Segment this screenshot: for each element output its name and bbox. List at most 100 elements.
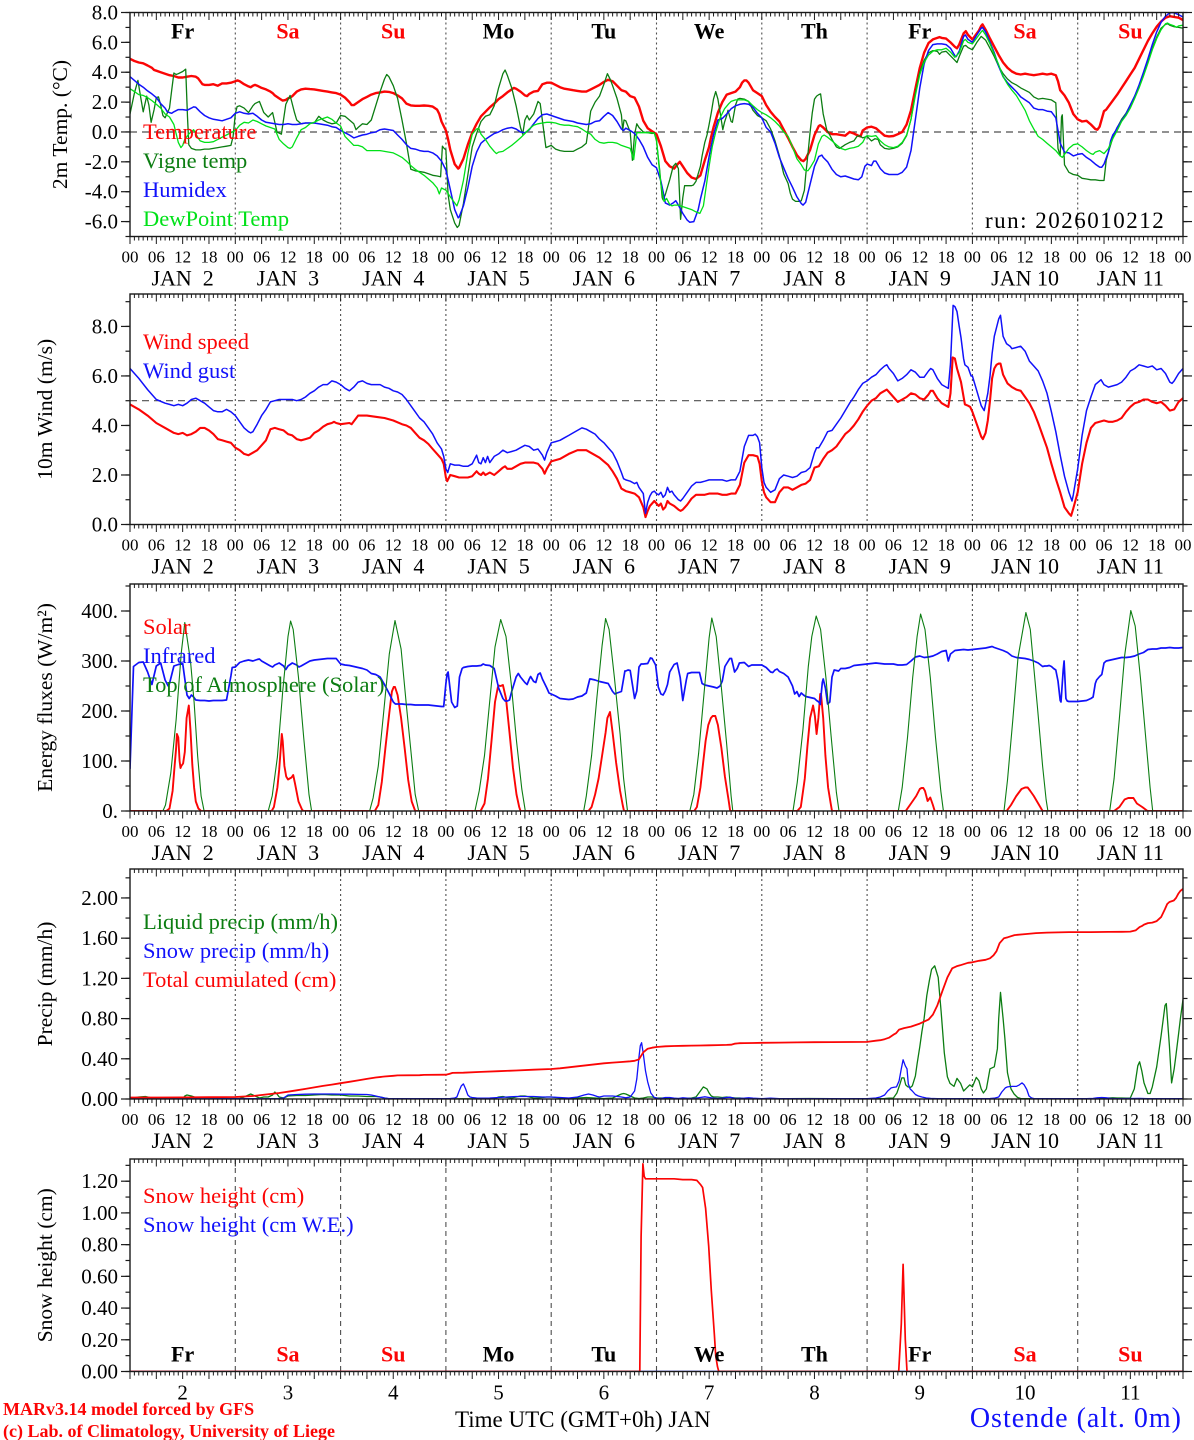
hour-tick-label: 18 [727, 248, 744, 267]
hour-tick-label: 18 [306, 248, 323, 267]
hour-tick-label: 12 [385, 1110, 402, 1129]
hour-tick-label: 06 [1096, 248, 1113, 267]
hour-tick-label: 12 [174, 1110, 191, 1129]
day-label: JAN 8 [783, 840, 845, 865]
day-label: JAN 4 [362, 554, 424, 579]
hour-tick-label: 00 [859, 536, 876, 555]
hour-tick-label: 06 [674, 822, 691, 841]
hour-tick-label: 06 [148, 822, 165, 841]
hour-tick-label: 18 [832, 822, 849, 841]
hour-tick-label: 00 [1069, 822, 1086, 841]
hour-tick-label: 18 [727, 1110, 744, 1129]
weekday-label: Fr [908, 19, 931, 44]
hour-tick-label: 06 [253, 248, 270, 267]
day-label: JAN 5 [467, 840, 529, 865]
legend-snow-height-cm-w-e-: Snow height (cm W.E.) [143, 1212, 354, 1237]
hour-tick-label: 00 [648, 536, 665, 555]
hour-tick-label: 06 [780, 248, 797, 267]
day-label: JAN 2 [151, 1128, 213, 1153]
weekday-label: Fr [171, 1342, 194, 1367]
y-tick-label: -6.0 [85, 210, 118, 234]
day-label: JAN 11 [1097, 1128, 1164, 1153]
hour-tick-label: 18 [411, 536, 428, 555]
legend-humidex: Humidex [143, 177, 227, 202]
legend-top-of-atmosphere-solar-: Top of Atmosphere (Solar) [143, 672, 385, 697]
day-label: JAN 7 [678, 266, 740, 291]
hour-tick-label: 06 [253, 536, 270, 555]
hour-tick-label: 00 [1069, 1110, 1086, 1129]
hour-tick-label: 12 [595, 822, 612, 841]
hour-tick-label: 00 [332, 248, 349, 267]
hour-tick-label: 06 [885, 1110, 902, 1129]
hour-tick-label: 18 [306, 536, 323, 555]
weekday-label: Fr [171, 19, 194, 44]
hour-tick-label: 06 [674, 1110, 691, 1129]
weekday-label: Su [381, 1342, 405, 1367]
hour-tick-label: 06 [569, 822, 586, 841]
panel-3: 0.00 0.40 0.80 1.20 1.60 2.00 00 06 12 18 00 06 12 18… [33, 868, 1192, 1153]
y-tick-label: 400. [81, 599, 118, 623]
hour-tick-label: 00 [437, 248, 454, 267]
hour-tick-label: 12 [490, 1110, 507, 1129]
hour-tick-label: 18 [200, 536, 217, 555]
day-label: JAN 8 [783, 554, 845, 579]
y-tick-label: 2.0 [92, 463, 118, 487]
weekday-label: Mo [483, 1342, 515, 1367]
hour-tick-label: 12 [385, 248, 402, 267]
hour-tick-label: 00 [753, 248, 770, 267]
hour-tick-label: 12 [490, 248, 507, 267]
hour-tick-label: 06 [358, 536, 375, 555]
y-tick-label: 8.0 [92, 314, 118, 338]
y-tick-label: 2.00 [81, 886, 118, 910]
hour-tick-label: 12 [1017, 248, 1034, 267]
hour-tick-label: 18 [1043, 248, 1060, 267]
hour-tick-label: 18 [200, 822, 217, 841]
hour-tick-label: 00 [1175, 248, 1192, 267]
hour-tick-label: 18 [832, 1110, 849, 1129]
y-tick-label: 0.40 [81, 1296, 118, 1320]
hour-tick-label: 12 [1017, 1110, 1034, 1129]
y-ticks [121, 1164, 1192, 1373]
hour-tick-label: 00 [437, 1110, 454, 1129]
hour-tick-label: 00 [437, 536, 454, 555]
hour-tick-label: 12 [806, 248, 823, 267]
hour-tick-label: 06 [1096, 536, 1113, 555]
hour-tick-label: 18 [1043, 536, 1060, 555]
y-tick-label: 4.0 [92, 60, 118, 84]
weekday-label: Sa [276, 1342, 299, 1367]
day-label: JAN 11 [1097, 266, 1164, 291]
hour-tick-label: 00 [122, 248, 139, 267]
day-label: JAN 2 [151, 840, 213, 865]
hour-tick-label: 00 [332, 1110, 349, 1129]
hour-tick-label: 00 [1069, 536, 1086, 555]
hour-tick-label: 18 [938, 822, 955, 841]
day-label: JAN 3 [257, 1128, 319, 1153]
day-label: JAN 3 [257, 840, 319, 865]
day-number-label: 4 [388, 1381, 399, 1405]
y-tick-label: -2.0 [85, 150, 118, 174]
day-label: JAN 6 [573, 840, 635, 865]
hour-tick-label: 12 [806, 536, 823, 555]
weekday-label: Tu [591, 19, 616, 44]
legend-panel-4: Snow height (cm) Snow height (cm W.E.) [143, 1183, 354, 1237]
hour-tick-label: 18 [411, 1110, 428, 1129]
hour-tick-label: 12 [1017, 536, 1034, 555]
hour-tick-label: 06 [464, 248, 481, 267]
legend-panel-0: Temperature Vigne temp Humidex DewPoint Tem… [143, 119, 289, 231]
y-tick-label: 0.40 [81, 1047, 118, 1071]
hour-tick-label: 00 [964, 248, 981, 267]
hour-tick-label: 00 [859, 1110, 876, 1129]
y-axis-title: Energy fluxes (W/m²) [33, 603, 57, 792]
day-label: JAN 5 [467, 266, 529, 291]
hour-tick-label: 18 [938, 1110, 955, 1129]
hour-tick-label: 00 [227, 822, 244, 841]
hour-tick-label: 06 [148, 248, 165, 267]
series-line-top-of-atmosphere-solar- [130, 609, 1183, 811]
day-number-label: 9 [915, 1381, 926, 1405]
hour-tick-label: 00 [332, 536, 349, 555]
hour-tick-label: 12 [701, 1110, 718, 1129]
hour-tick-label: 18 [832, 248, 849, 267]
hour-tick-label: 06 [358, 248, 375, 267]
panel-4: 0.00 0.20 0.40 0.60 0.80 1.00 1.20 2 3 4 5 6 7 8 9 10 11… [33, 1158, 1192, 1405]
